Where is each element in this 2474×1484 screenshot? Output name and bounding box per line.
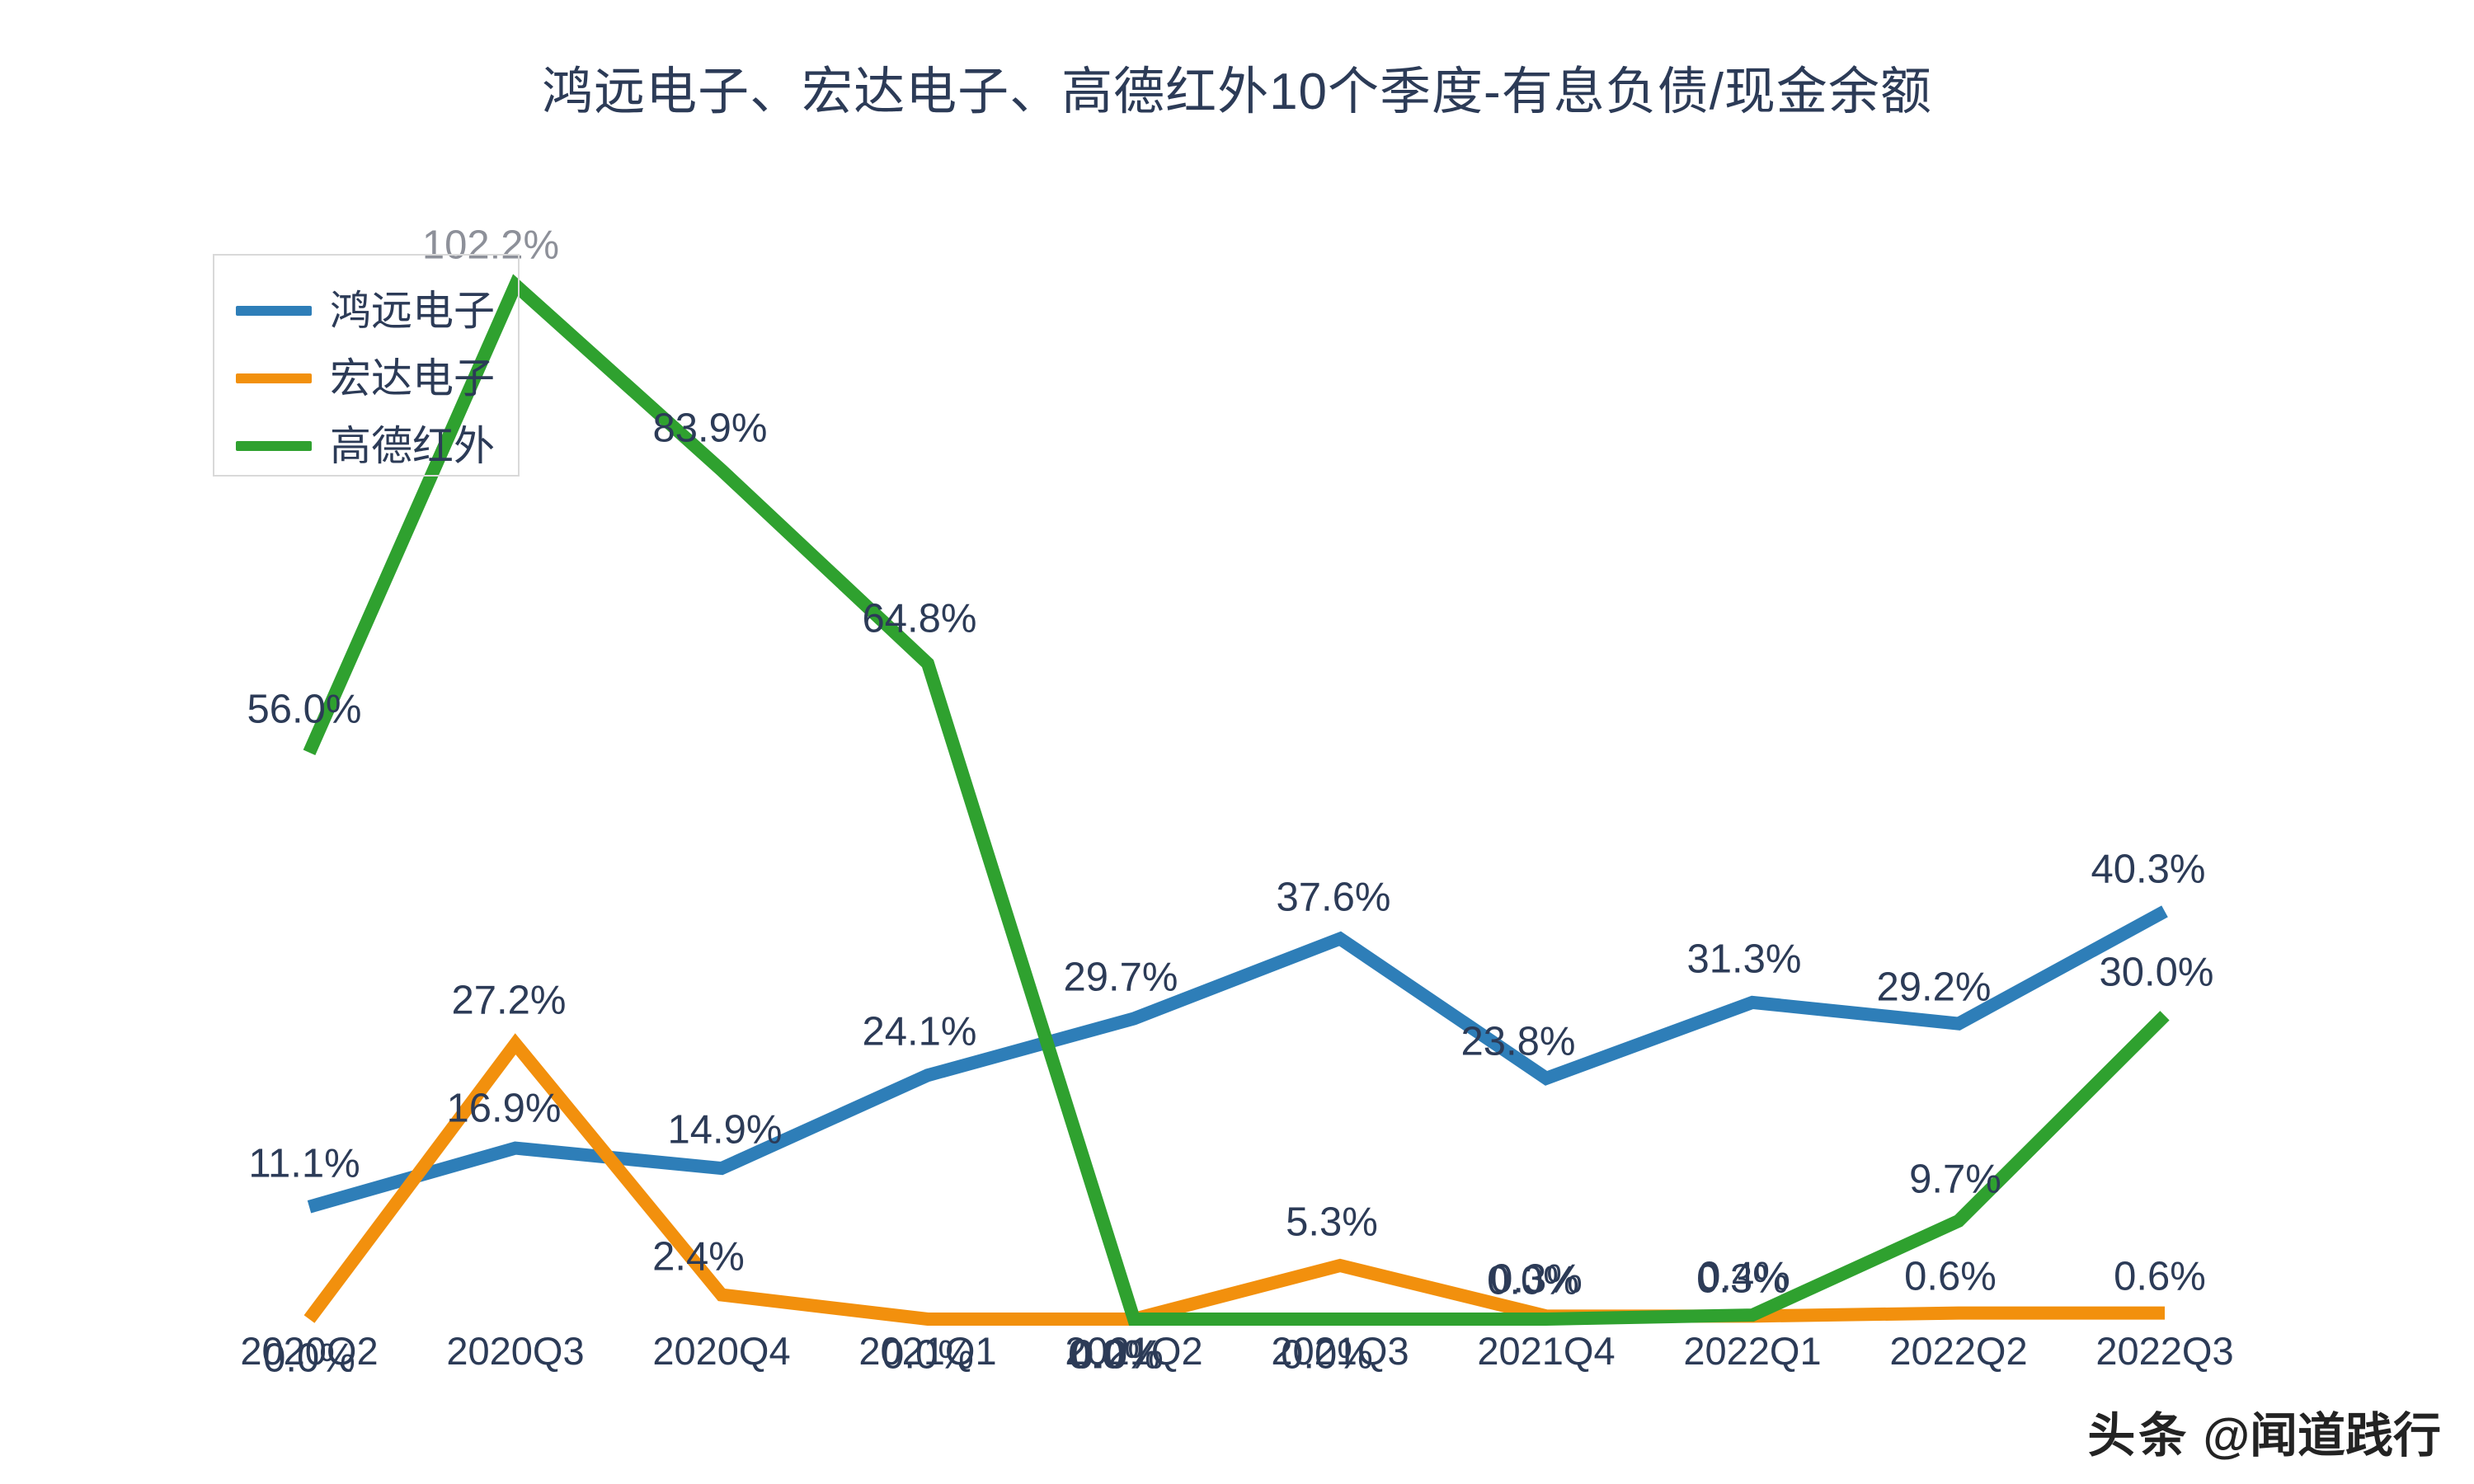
x-axis-tick-label: 2021Q3	[1271, 1329, 1409, 1373]
x-axis-tick-label: 2021Q2	[1065, 1329, 1203, 1373]
legend-item-gaode[interactable]: 高德红外	[236, 412, 518, 480]
data-label: 56.0%	[247, 687, 362, 732]
data-label: 0.0%	[1071, 1332, 1164, 1378]
x-axis-tick-label: 2020Q3	[446, 1329, 585, 1373]
data-label: 0.3%	[1696, 1256, 1789, 1302]
data-label: 0.0%	[1068, 1332, 1160, 1378]
x-axis-tick-label: 2021Q4	[1477, 1329, 1616, 1373]
data-label: 0.0%	[263, 1336, 355, 1381]
legend-label-hongda: 宏达电子	[330, 355, 495, 402]
x-axis-tick-label: 2021Q1	[858, 1329, 997, 1373]
series-line-0	[309, 911, 2165, 1206]
data-label: 23.8%	[1460, 1019, 1576, 1064]
data-label: 0.0%	[1487, 1258, 1579, 1303]
plot-area	[206, 206, 2268, 1319]
data-label: 27.2%	[451, 978, 567, 1023]
legend-label-hongyuan: 鸿远电子	[330, 288, 495, 334]
data-label: 37.6%	[1276, 875, 1391, 920]
data-label: 83.9%	[652, 406, 768, 451]
data-label: 64.8%	[862, 596, 977, 641]
legend-item-hongda[interactable]: 宏达电子	[236, 345, 518, 412]
chart-title: 鸿远电子、宏达电子、高德红外10个季度-有息负债/现金余额	[542, 63, 1932, 120]
legend-swatch-hongda	[236, 373, 312, 383]
watermark-logo: 头条	[2087, 1409, 2190, 1463]
data-label: 31.3%	[1686, 937, 1802, 982]
legend-swatch-gaode	[236, 441, 312, 451]
x-axis-tick-label: 2020Q2	[240, 1329, 379, 1373]
data-label: 0.6%	[2114, 1254, 2206, 1299]
data-label: 9.7%	[1909, 1157, 2001, 1202]
data-label: 0.0%	[1281, 1332, 1373, 1378]
data-label: 29.2%	[1876, 965, 1992, 1010]
watermark-handle: @闻道践行	[2203, 1409, 2441, 1463]
data-label: 40.3%	[2091, 847, 2206, 892]
x-axis-tick-label: 2022Q2	[1889, 1329, 2028, 1373]
data-label: 2.4%	[652, 1234, 745, 1280]
x-axis-tick-label: 2022Q3	[2095, 1329, 2234, 1373]
data-label: 0.0%	[882, 1332, 974, 1378]
data-label: 102.2%	[421, 223, 560, 268]
x-axis-tick-label: 2022Q1	[1683, 1329, 1822, 1373]
legend-label-gaode: 高德红外	[330, 423, 495, 469]
data-label: 0.3%	[1490, 1256, 1583, 1302]
watermark: 头条 @闻道践行	[2087, 1397, 2441, 1466]
x-axis-tick-label: 2020Q4	[652, 1329, 791, 1373]
data-label: 0.6%	[1904, 1254, 1997, 1299]
data-label: 5.3%	[1286, 1200, 1378, 1245]
data-label: 29.7%	[1063, 955, 1178, 999]
data-label: 14.9%	[667, 1107, 783, 1153]
series-line-1	[309, 1044, 2165, 1319]
chart-legend: 鸿远电子 宏达电子 高德红外	[213, 254, 520, 477]
data-label: 30.0%	[2099, 950, 2214, 995]
series-line-2	[309, 285, 2165, 1319]
data-label: 16.9%	[446, 1086, 562, 1131]
legend-swatch-hongyuan	[236, 306, 312, 316]
data-label: 24.1%	[862, 1009, 977, 1054]
series-lines	[206, 206, 2268, 1319]
x-axis: 2020Q2 2020Q3 2020Q4 2021Q1 2021Q2 2021Q3 2021…	[206, 1331, 2268, 1389]
data-label: 0.4%	[1698, 1254, 1790, 1299]
legend-item-hongyuan[interactable]: 鸿远电子	[236, 277, 518, 345]
data-label: 11.1%	[248, 1141, 360, 1186]
